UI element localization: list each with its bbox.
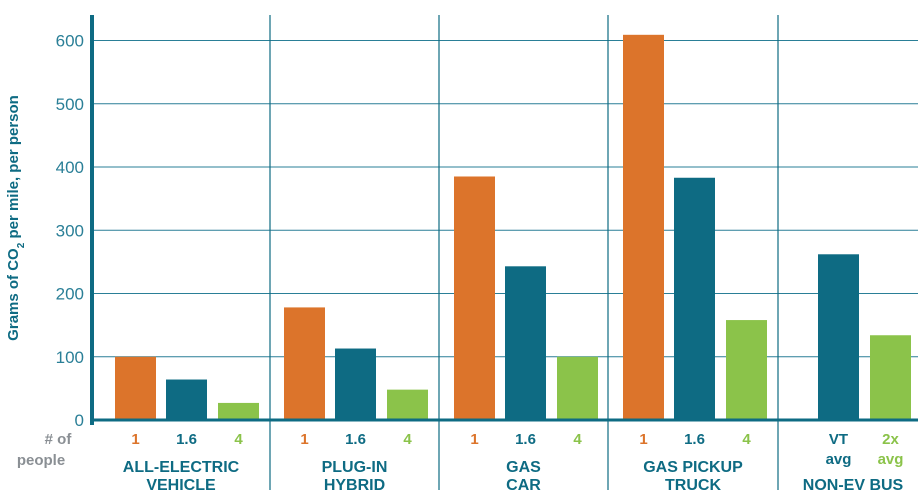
group-label-line1: GAS PICKUP [643, 459, 743, 476]
y-tick-label: 200 [56, 285, 84, 304]
y-tick-label: 0 [75, 411, 84, 430]
group-label-line2: CAR [506, 477, 541, 494]
group-label-line2: HYBRID [324, 477, 385, 494]
people-count: 1 [300, 431, 308, 448]
people-count: 1.6 [515, 431, 536, 448]
group-label-line2: VEHICLE [146, 477, 216, 494]
people-count: 1 [470, 431, 478, 448]
group-label-line1: PLUG-IN [322, 459, 388, 476]
people-count: 1 [639, 431, 647, 448]
people-count: 4 [742, 431, 751, 448]
y-tick-label: 100 [56, 348, 84, 367]
group-label-line1: ALL-ELECTRIC [123, 459, 240, 476]
people-count-line1: VT [829, 431, 848, 448]
bar-2-0 [454, 176, 495, 420]
y-tick-label: 300 [56, 221, 84, 240]
bar-0-2 [218, 402, 259, 420]
y-tick-label: 400 [56, 158, 84, 177]
y-tick-label: 600 [56, 32, 84, 51]
bar-2-1 [505, 266, 546, 420]
people-count: 4 [573, 431, 582, 448]
bar-4-0 [818, 254, 859, 420]
bar-3-1 [674, 177, 715, 420]
bar-4-1 [870, 335, 911, 420]
bar-1-0 [284, 307, 325, 420]
bar-2-2 [557, 356, 598, 420]
group-label-line2: TRUCK [665, 477, 721, 494]
people-label-line2: people [17, 452, 65, 469]
people-count: 4 [234, 431, 243, 448]
people-count-line2: avg [878, 451, 904, 468]
bar-3-0 [623, 34, 664, 421]
people-count: 4 [403, 431, 412, 448]
people-label-line1: # of [45, 431, 73, 448]
people-count: 1.6 [176, 431, 197, 448]
y-axis-label: Grams of CO2 per mile, per person [5, 95, 27, 341]
people-count-line2: avg [826, 451, 852, 468]
bar-1-2 [387, 389, 428, 420]
people-count: 1 [131, 431, 139, 448]
bar-1-1 [335, 348, 376, 420]
y-tick-label: 500 [56, 95, 84, 114]
group-label: NON-EV BUS [803, 477, 904, 494]
people-count: 1.6 [345, 431, 366, 448]
group-label-line1: GAS [506, 459, 541, 476]
bar-0-1 [166, 379, 207, 420]
people-count-line1: 2x [882, 431, 899, 448]
bar-3-2 [726, 320, 767, 420]
bar-0-0 [115, 356, 156, 420]
people-count: 1.6 [684, 431, 705, 448]
